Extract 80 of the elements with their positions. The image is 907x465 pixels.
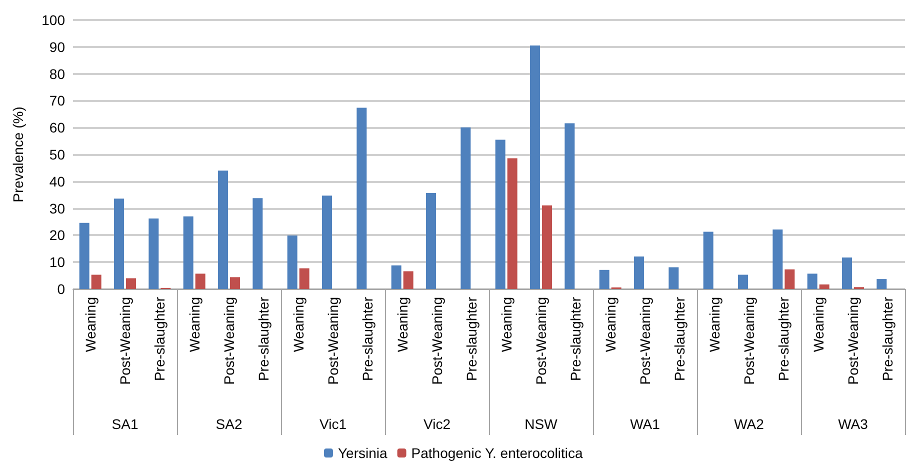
x-tick-label: Pre-slaughter	[880, 296, 896, 382]
bar	[287, 235, 298, 289]
bar	[542, 205, 552, 289]
bar	[91, 274, 102, 289]
bar	[703, 232, 714, 289]
bar	[299, 268, 310, 289]
text: Vic2	[424, 416, 451, 432]
bar	[183, 216, 194, 289]
text: SA1	[112, 416, 138, 432]
bar	[564, 123, 575, 289]
x-tick-label: Post-Weaning	[325, 297, 341, 385]
x-tick-label: Post-Weaning	[741, 297, 757, 385]
text: SA2	[216, 416, 242, 432]
bar	[218, 170, 228, 289]
y-tick-label: 10	[49, 254, 66, 270]
y-axis-title: Prevalence (%)	[10, 106, 26, 202]
bar	[148, 218, 159, 289]
bar	[391, 265, 402, 289]
x-tick-label: Post-Weaning	[221, 297, 237, 385]
bar	[634, 256, 644, 289]
y-tick-label: 20	[49, 227, 66, 244]
text: Vic1	[320, 416, 347, 432]
bar	[876, 279, 887, 289]
y-tick-label: 50	[49, 146, 66, 162]
bar	[460, 127, 471, 289]
bar	[668, 267, 679, 289]
x-tick-label: Post-Weaning	[845, 297, 861, 385]
bar	[599, 270, 610, 289]
x-tick-label: Weaning	[810, 297, 826, 352]
bar	[738, 274, 748, 289]
x-tick-label: Post-Weaning	[117, 297, 133, 385]
x-tick-label: Weaning	[602, 297, 618, 352]
x-tick-label: Weaning	[498, 297, 514, 352]
bar	[807, 274, 818, 289]
x-tick-label: Pre-slaughter	[360, 296, 376, 382]
x-tick-label: Weaning	[82, 297, 98, 352]
bar	[356, 108, 367, 289]
x-tick-label: Pre-slaughter	[464, 296, 480, 382]
x-tick-label: Weaning	[706, 297, 722, 352]
y-tick-label: 60	[49, 120, 66, 136]
y-tick-label: 90	[49, 38, 66, 55]
x-tick-label: Weaning	[186, 297, 202, 352]
y-tick-label: 80	[49, 66, 66, 82]
legend-label: Pathogenic Y. enterocolitica	[411, 445, 583, 461]
y-tick-label: 40	[49, 173, 66, 190]
x-tick-label: Pre-slaughter	[256, 296, 272, 382]
bar	[230, 277, 240, 289]
bar	[126, 278, 136, 289]
legend-label: Yersinia	[338, 445, 388, 461]
x-tick-label: Pre-slaughter	[152, 296, 168, 382]
x-tick-label: Weaning	[394, 297, 410, 352]
bar	[252, 198, 263, 289]
x-tick-label: Weaning	[290, 297, 306, 352]
text: NSW	[524, 416, 558, 432]
text: WA3	[838, 416, 868, 432]
bar	[426, 192, 436, 289]
bar	[495, 140, 506, 289]
x-tick-label: Post-Weaning	[637, 297, 653, 385]
x-tick-label: Pre-slaughter	[568, 296, 584, 382]
bar	[403, 271, 414, 289]
y-tick-label: 0	[57, 281, 66, 297]
bar	[784, 269, 795, 289]
x-tick-label: Post-Weaning	[533, 297, 549, 385]
bar	[195, 274, 206, 289]
x-tick-label: Pre-slaughter	[672, 296, 688, 382]
bar	[322, 196, 332, 289]
bar	[819, 284, 830, 289]
bar	[507, 158, 518, 289]
bar	[114, 198, 124, 289]
x-tick-label: Pre-slaughter	[776, 296, 792, 382]
y-tick-label: 100	[42, 12, 66, 28]
y-tick-label: 30	[49, 200, 66, 216]
text: WA1	[630, 416, 660, 432]
y-tick-label: 70	[49, 92, 66, 109]
text: WA2	[734, 416, 764, 432]
bar	[842, 258, 852, 289]
bar	[530, 46, 540, 289]
bar	[79, 222, 90, 289]
x-tick-label: Post-Weaning	[429, 297, 445, 385]
bar	[772, 230, 783, 289]
